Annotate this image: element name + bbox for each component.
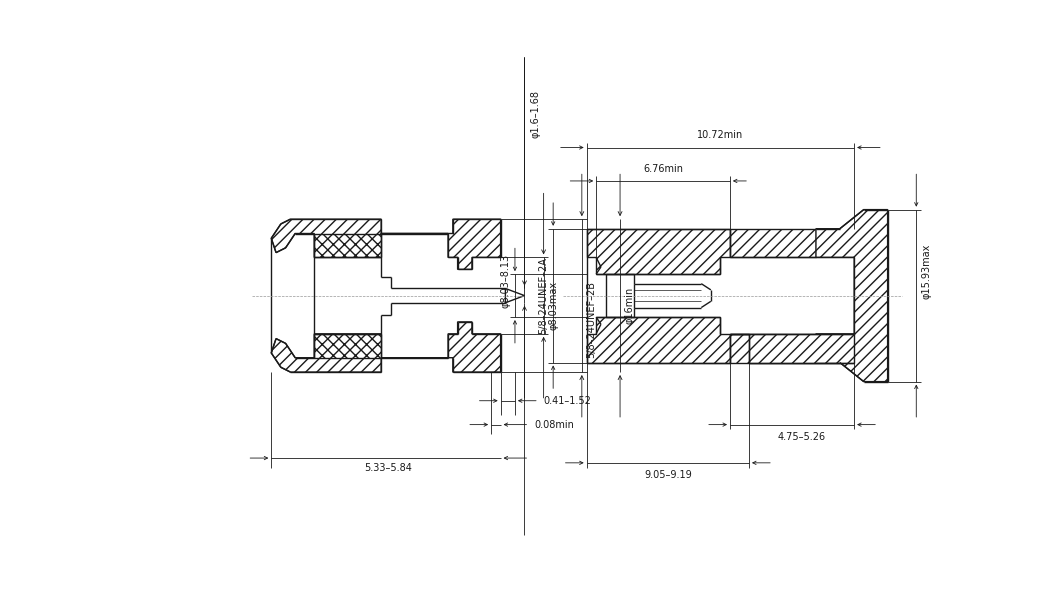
Text: 6.76min: 6.76min <box>643 164 683 174</box>
Text: 5/8–24UNEF–2A: 5/8–24UNEF–2A <box>538 257 549 334</box>
Polygon shape <box>272 219 500 269</box>
Text: 5/8–24UNEF–2B: 5/8–24UNEF–2B <box>586 281 597 358</box>
Polygon shape <box>586 317 730 362</box>
Text: 9.05–9.19: 9.05–9.19 <box>644 470 691 480</box>
Text: 10.72min: 10.72min <box>698 131 744 140</box>
Text: 4.75–5.26: 4.75–5.26 <box>777 432 826 442</box>
Text: 5.33–5.84: 5.33–5.84 <box>364 463 412 473</box>
Text: 0.08min: 0.08min <box>534 420 574 430</box>
Polygon shape <box>272 322 500 372</box>
Text: φ15.93max: φ15.93max <box>921 244 932 299</box>
Polygon shape <box>586 229 730 274</box>
Polygon shape <box>315 234 381 257</box>
Polygon shape <box>315 334 381 358</box>
Polygon shape <box>730 229 816 257</box>
Text: φ1.6–1.68: φ1.6–1.68 <box>530 90 540 138</box>
Text: φ8.03max: φ8.03max <box>549 281 558 330</box>
Polygon shape <box>730 334 854 362</box>
Polygon shape <box>506 288 524 303</box>
Polygon shape <box>730 334 816 362</box>
Polygon shape <box>816 210 887 381</box>
Text: φ16min: φ16min <box>625 287 635 324</box>
Text: φ8.03–8.13: φ8.03–8.13 <box>500 254 510 308</box>
Text: 0.41–1.52: 0.41–1.52 <box>543 396 592 406</box>
